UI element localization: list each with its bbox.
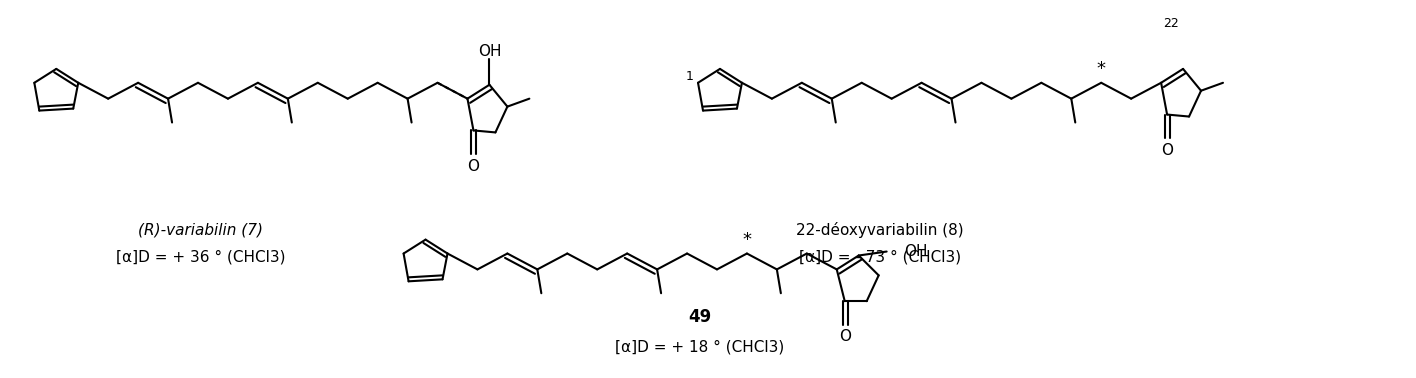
Text: OH: OH [477,43,501,59]
Text: *: * [1097,60,1106,78]
Text: [α]D = + 18 ° (CHCl3): [α]D = + 18 ° (CHCl3) [616,339,784,354]
Text: [α]D = - 73 ° (CHCl3): [α]D = - 73 ° (CHCl3) [799,250,960,265]
Text: OH: OH [905,244,927,259]
Text: 22: 22 [1163,17,1180,30]
Text: 49: 49 [688,308,712,326]
Text: 1: 1 [687,70,694,83]
Text: O: O [467,159,480,174]
Text: O: O [838,329,851,344]
Text: (R)-variabilin (7): (R)-variabilin (7) [139,222,263,237]
Text: *: * [742,231,752,249]
Text: [α]D = + 36 ° (CHCl3): [α]D = + 36 ° (CHCl3) [116,250,286,265]
Text: O: O [1161,143,1172,158]
Text: 22-déoxyvariabilin (8): 22-déoxyvariabilin (8) [796,222,963,238]
